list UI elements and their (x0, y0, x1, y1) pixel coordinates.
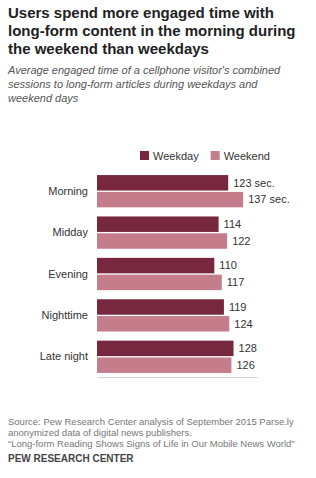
data-label: 124 (234, 318, 252, 330)
bar (97, 192, 243, 207)
data-label: 128 (239, 342, 257, 354)
tick-label: Midday (53, 226, 89, 238)
bar (97, 233, 227, 248)
chart-container: Users spend more engaged time withlong-f… (0, 0, 316, 478)
bar (97, 316, 229, 331)
tick: Midday (53, 226, 97, 238)
data-label: 110 (219, 259, 237, 271)
data-label: 126 (236, 359, 254, 371)
tick: Evening (48, 268, 97, 280)
bar (97, 175, 228, 190)
bar (97, 216, 219, 231)
bar (97, 357, 231, 372)
subtitle: Average engaged time of a cellphone visi… (7, 64, 281, 104)
data-label: 114 (224, 218, 242, 230)
data-label: 122 (232, 235, 250, 247)
axis-line (98, 377, 258, 378)
tick: Morning (48, 185, 97, 197)
source-note: “Long-form Reading Shows Signs of Life i… (8, 438, 295, 449)
legend: Weekday Weekend (140, 150, 270, 162)
tick-label: Morning (48, 185, 88, 197)
tick-label: Late night (40, 350, 88, 362)
tick-label: Nighttime (42, 309, 88, 321)
data-labels: 123 sec. 114 110 119 128 137 sec. 122 117 124 126 (219, 177, 289, 371)
title: Users spend more engaged time withlong-f… (8, 4, 295, 57)
data-label: 137 sec. (248, 193, 290, 205)
bar (97, 258, 214, 273)
bars (97, 175, 243, 373)
bar (97, 299, 224, 314)
tick-label: Evening (48, 268, 88, 280)
legend-label: Weekday (153, 150, 199, 162)
bar (97, 341, 234, 356)
legend-swatch (140, 151, 149, 160)
source-note: Source: Pew Research Center analysis of … (8, 416, 294, 438)
tick: Nighttime (42, 309, 97, 321)
chart: Users spend more engaged time withlong-f… (0, 0, 316, 478)
data-label: 123 sec. (233, 177, 275, 189)
tick: Late night (40, 350, 97, 362)
data-label: 117 (227, 276, 245, 288)
data-label: 119 (229, 301, 247, 313)
credit: PEW RESEARCH CENTER (8, 453, 134, 464)
legend-label: Weekend (224, 150, 270, 162)
legend-swatch (211, 151, 220, 160)
bar (97, 275, 222, 290)
value-axis (98, 377, 258, 378)
category-axis: Morning Midday Evening Nighttime Late night (40, 185, 97, 363)
